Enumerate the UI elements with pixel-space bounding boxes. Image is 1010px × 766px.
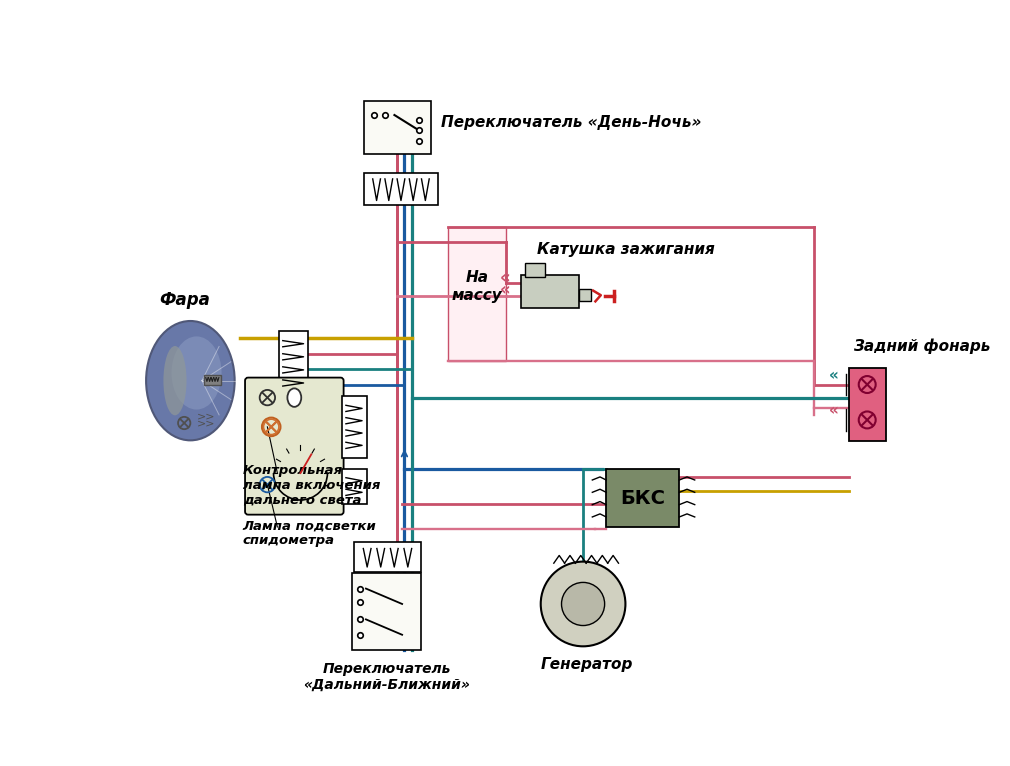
Text: «: «: [500, 281, 511, 300]
Text: На
массу: На массу: [451, 270, 503, 303]
Text: Катушка зажигания: Катушка зажигания: [537, 241, 715, 257]
Text: Генератор: Генератор: [540, 657, 633, 672]
Text: Переключатель «День-Ночь»: Переключатель «День-Ночь»: [440, 115, 701, 130]
Bar: [606, 470, 680, 527]
Bar: [521, 275, 579, 307]
Bar: [525, 263, 544, 277]
Bar: [279, 331, 308, 396]
Text: БКС: БКС: [620, 489, 666, 508]
Ellipse shape: [164, 346, 187, 415]
Text: Лампа подсветки
спидометра: Лампа подсветки спидометра: [242, 519, 377, 547]
Bar: [354, 542, 421, 571]
Circle shape: [562, 582, 605, 626]
Ellipse shape: [172, 336, 221, 410]
Bar: [579, 289, 591, 300]
Bar: [342, 396, 367, 457]
Ellipse shape: [146, 321, 234, 440]
Text: «: «: [828, 368, 838, 383]
Ellipse shape: [288, 388, 301, 407]
Bar: [204, 375, 221, 385]
Bar: [448, 227, 506, 362]
Circle shape: [540, 561, 625, 647]
Bar: [365, 173, 437, 205]
Text: Задний фонарь: Задний фонарь: [852, 339, 990, 354]
Text: Переключатель
«Дальний-Ближний»: Переключатель «Дальний-Ближний»: [303, 662, 471, 692]
Text: Контрольная
лампа включения
дальнего света: Контрольная лампа включения дальнего све…: [242, 464, 380, 507]
FancyBboxPatch shape: [245, 378, 343, 515]
Text: «: «: [500, 269, 511, 287]
Text: >>: >>: [197, 419, 215, 429]
Bar: [848, 368, 886, 440]
Text: «: «: [828, 404, 838, 418]
Bar: [352, 573, 421, 650]
Bar: [364, 101, 431, 153]
Text: >>: >>: [197, 411, 215, 421]
Text: Фара: Фара: [160, 291, 210, 309]
Bar: [342, 470, 367, 504]
